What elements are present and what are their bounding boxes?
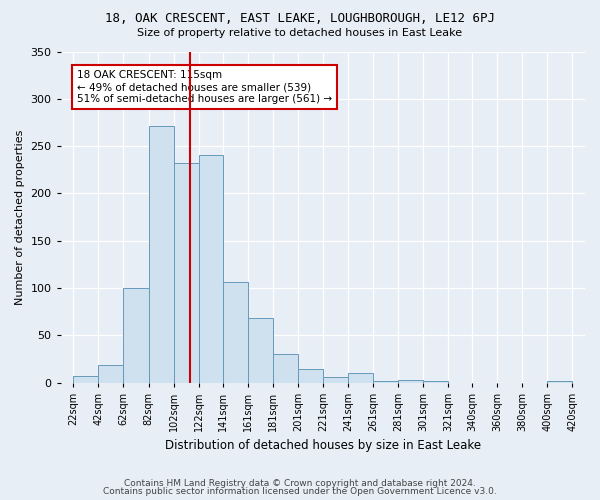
Text: 18, OAK CRESCENT, EAST LEAKE, LOUGHBOROUGH, LE12 6PJ: 18, OAK CRESCENT, EAST LEAKE, LOUGHBOROU… <box>105 12 495 26</box>
Bar <box>173 163 199 383</box>
Bar <box>248 318 272 383</box>
Text: Contains HM Land Registry data © Crown copyright and database right 2024.: Contains HM Land Registry data © Crown c… <box>124 478 476 488</box>
Text: 18 OAK CRESCENT: 115sqm
← 49% of detached houses are smaller (539)
51% of semi-d: 18 OAK CRESCENT: 115sqm ← 49% of detache… <box>77 70 332 104</box>
Bar <box>149 126 173 383</box>
Bar <box>547 381 572 383</box>
Bar <box>373 381 398 383</box>
Text: Contains public sector information licensed under the Open Government Licence v3: Contains public sector information licen… <box>103 487 497 496</box>
Bar <box>323 377 348 383</box>
Bar <box>199 154 223 383</box>
Bar <box>423 381 448 383</box>
Bar <box>272 354 298 383</box>
Bar <box>298 368 323 383</box>
Bar <box>98 365 124 383</box>
Y-axis label: Number of detached properties: Number of detached properties <box>15 130 25 305</box>
Bar <box>398 380 423 383</box>
X-axis label: Distribution of detached houses by size in East Leake: Distribution of detached houses by size … <box>165 440 481 452</box>
Bar <box>223 282 248 383</box>
Bar <box>348 374 373 383</box>
Text: Size of property relative to detached houses in East Leake: Size of property relative to detached ho… <box>137 28 463 38</box>
Bar <box>124 288 149 383</box>
Bar <box>73 376 98 383</box>
